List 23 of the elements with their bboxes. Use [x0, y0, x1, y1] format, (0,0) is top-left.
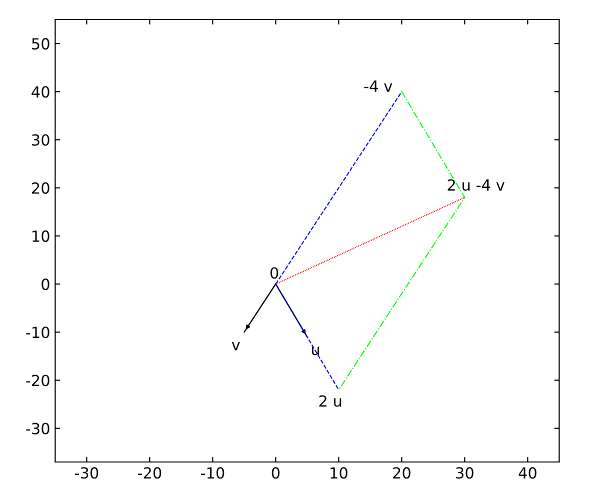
y-tick-label: 40: [32, 86, 50, 98]
y-tick-label: 50: [32, 38, 50, 50]
annotation: -4 v: [364, 80, 392, 92]
annotation: 0: [270, 267, 278, 279]
annotation: v: [232, 342, 240, 350]
y-tick-label: 30: [32, 134, 50, 146]
annotation: 2 u: [319, 395, 342, 407]
y-tick-label: -30: [26, 422, 50, 434]
annotation: u: [312, 346, 319, 356]
y-tick-label: 0: [42, 278, 50, 290]
x-tick-label: -20: [138, 467, 162, 479]
x-tick-label: 10: [330, 467, 348, 479]
x-tick-label: -10: [200, 467, 224, 479]
x-tick-label: 0: [272, 467, 280, 479]
annotation: 2 u -4 v: [448, 179, 504, 191]
x-tick-label: 40: [518, 467, 536, 479]
y-tick-label: 10: [32, 230, 50, 242]
x-tick-label: -30: [74, 467, 98, 479]
y-tick-label: -20: [26, 374, 50, 386]
y-tick-label: 20: [32, 182, 50, 194]
y-tick-label: -10: [26, 326, 50, 338]
x-tick-label: 30: [456, 467, 474, 479]
x-tick-label: 20: [393, 467, 410, 479]
